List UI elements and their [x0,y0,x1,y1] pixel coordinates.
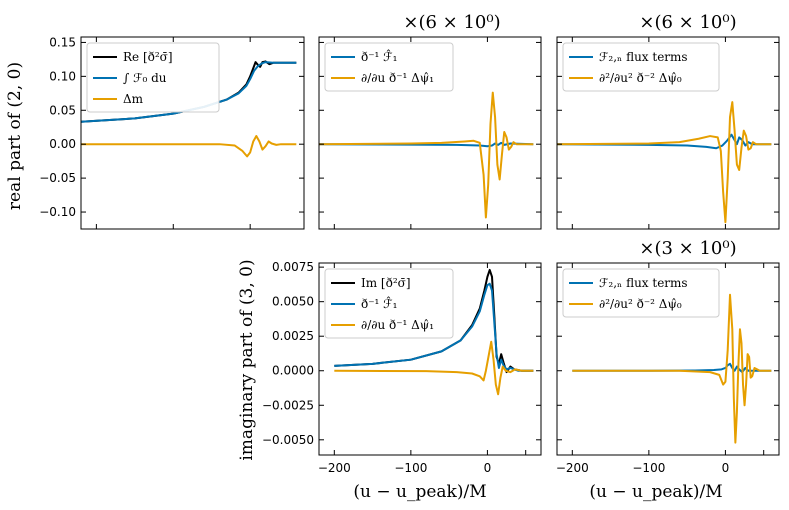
x-tick-label: −200 [556,461,589,475]
scale-label-panel-1: ×(6 × 10⁰) [403,12,500,33]
scale-label-panel-4: ×(3 × 10⁰) [639,238,736,259]
x-axis-label-1: (u − u_peak)/M [353,482,486,502]
x-axis-label-2: (u − u_peak)/M [589,482,722,502]
x-tick-label: 0 [722,461,730,475]
legend-label: Re [ð²σ̄] [123,50,173,64]
legend-label: ∂²/∂u² ð⁻² Δψ̂₀ [599,297,682,311]
series-line-p4-0 [572,362,772,374]
legend-box [86,42,220,113]
axes-frame [318,36,542,230]
axes-frame [80,36,305,230]
x-tick-label: −200 [318,461,351,475]
legend-label: ð⁻¹ ℱ̂₁ [361,49,397,64]
row-label-imaginary: imaginary part of (3, 0) [237,259,257,460]
series-line-p3-2 [334,340,534,396]
scale-label-panel-2: ×(6 × 10⁰) [639,12,736,33]
legend-box [324,42,454,92]
series-line-p4-1 [572,293,772,444]
legend-box [324,268,454,339]
y-tick-label: 0.0000 [272,364,314,378]
series-line-p3-1 [334,282,534,372]
legend-label: Δm [123,92,144,106]
y-tick-label: 0.05 [49,103,76,117]
y-tick-label: 0.0025 [272,329,314,343]
x-tick-label: −100 [632,461,665,475]
y-tick-label: −0.05 [39,171,76,185]
y-tick-label: 0.15 [49,35,76,49]
x-tick-label: −100 [394,461,427,475]
series-line-p1-0 [319,141,534,148]
y-tick-label: 0.10 [49,69,76,83]
panel-1: ð⁻¹ ℱ̂₁ ∂/∂u ð⁻¹ Δψ̂₁ [318,36,542,230]
axes-frame [318,262,542,456]
series-line-p2-0 [557,133,772,150]
row-label-real: real part of (2, 0) [5,62,25,210]
series-line-p2-1 [557,101,772,224]
axes-frame [556,262,780,456]
y-tick-label: 0.0075 [272,260,314,274]
y-tick-label: −0.0050 [262,433,314,447]
y-tick-label: 0.00 [49,137,76,151]
legend-label: ð⁻¹ ℱ̂₁ [361,296,397,311]
series-line-p1-1 [319,91,534,219]
legend-box [562,42,720,92]
y-tick-label: 0.0050 [272,295,314,309]
panel-2: ℱ₂,ₙ flux terms ∂²/∂u² ð⁻² Δψ̂₀ [556,36,780,230]
x-tick-label: 0 [484,461,492,475]
panel-0: −0.10 −0.05 0.00 0.05 0.10 0.15 Re [ð²σ̄] ∫ ℱ₀ … [39,35,305,230]
legend-label: Im [ð²σ̄] [361,276,411,290]
legend-label: ∂/∂u ð⁻¹ Δψ̂₁ [361,71,434,85]
series-line-p0-2 [81,135,297,158]
legend-box [562,268,720,318]
legend-label: ℱ₂,ₙ flux terms [599,276,688,290]
panel-3: −200 −100 0 −0.0050 −0.0025 0.0000 0.0025 0.005… [262,260,542,475]
y-tick-label: −0.10 [39,205,76,219]
legend-label: ∫ ℱ₀ du [123,71,167,85]
legend-label: ℱ₂,ₙ flux terms [599,50,688,64]
legend-label: ∂²/∂u² ð⁻² Δψ̂₀ [599,71,682,85]
y-tick-label: −0.0025 [262,398,314,412]
legend-label: ∂/∂u ð⁻¹ Δψ̂₁ [361,318,434,332]
axes-frame [556,36,780,230]
panel-4: −200 −100 0 ℱ₂,ₙ flux terms ∂²/∂u² ð⁻² Δψ̂₀ [556,262,780,475]
